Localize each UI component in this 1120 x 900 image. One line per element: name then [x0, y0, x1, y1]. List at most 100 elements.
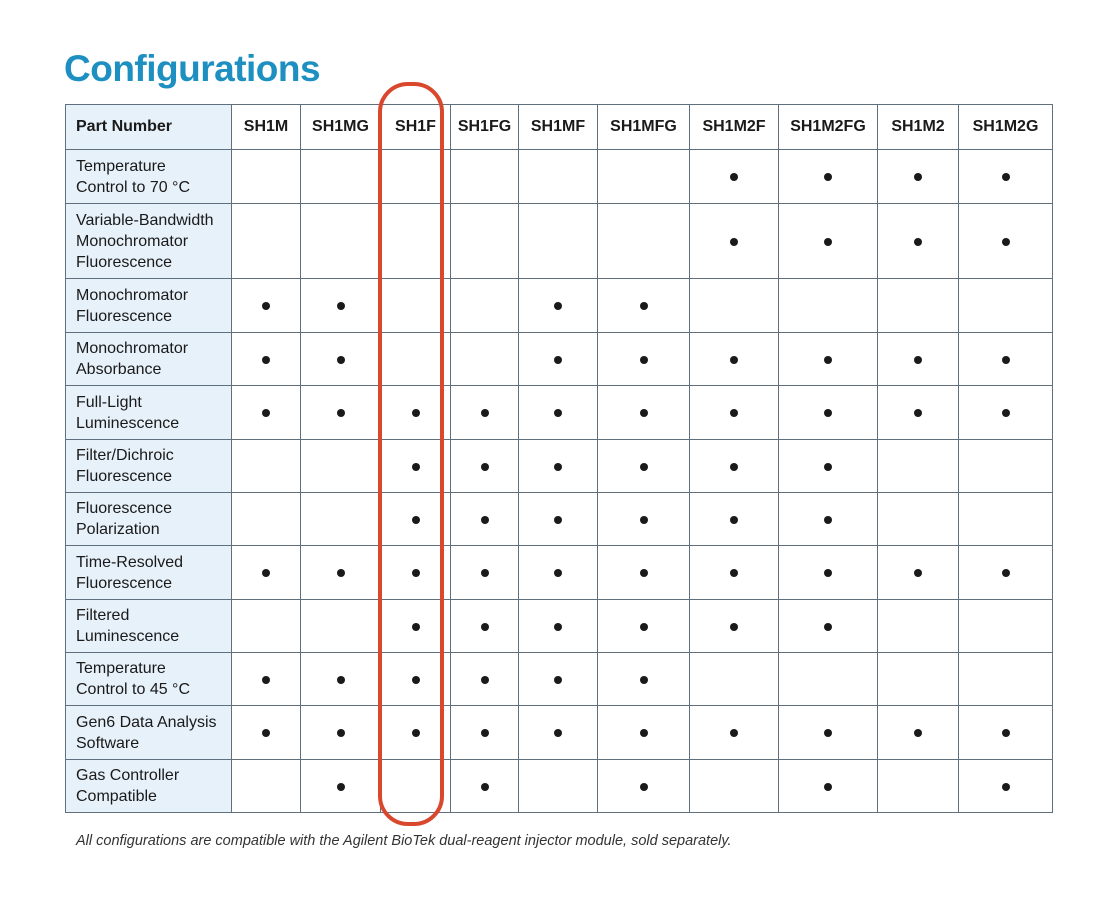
feature-cell-sh1m2f	[689, 203, 779, 279]
included-dot-icon	[262, 409, 270, 417]
feature-label: Temperature Control to 45 °C	[65, 652, 232, 706]
table-row: Filtered Luminescence	[65, 599, 1053, 653]
included-dot-icon	[914, 355, 922, 364]
feature-cell-sh1mf	[518, 705, 598, 760]
feature-cell-sh1m2fg	[778, 278, 878, 333]
feature-cell-sh1m	[231, 492, 301, 546]
feature-cell-sh1mg	[300, 652, 381, 706]
feature-cell-sh1m	[231, 278, 301, 333]
feature-cell-sh1f	[380, 599, 451, 653]
feature-cell-sh1m2f	[689, 705, 779, 760]
included-dot-icon	[411, 409, 420, 417]
feature-cell-sh1f	[380, 759, 451, 813]
included-dot-icon	[480, 622, 489, 631]
feature-label-line: Luminescence	[76, 414, 180, 432]
feature-cell-sh1fg	[450, 385, 519, 440]
included-dot-icon	[480, 675, 489, 684]
included-dot-icon	[639, 622, 648, 631]
feature-label-line: Luminescence	[76, 628, 180, 645]
included-dot-icon	[336, 355, 345, 364]
included-dot-icon	[554, 302, 562, 310]
column-header-sh1m2fg: SH1M2FG	[778, 104, 878, 150]
column-header-sh1mfg: SH1MFG	[597, 104, 690, 150]
feature-label: Temperature Control to 70 °C	[65, 149, 232, 204]
included-dot-icon	[914, 729, 922, 737]
feature-cell-sh1mg	[300, 439, 381, 493]
feature-label-line: Gas Controller	[76, 767, 180, 784]
feature-cell-sh1mf	[518, 599, 598, 653]
feature-label: Monochromator Fluorescence	[65, 278, 232, 333]
feature-cell-sh1m2g	[958, 705, 1053, 760]
feature-cell-sh1fg	[450, 705, 519, 760]
included-dot-icon	[554, 675, 562, 684]
feature-cell-sh1m2f	[689, 599, 779, 653]
feature-cell-sh1m2f	[689, 149, 779, 204]
feature-cell-sh1m	[231, 149, 301, 204]
feature-cell-sh1m2f	[689, 332, 779, 386]
feature-label-line: Variable-Bandwidth	[76, 211, 214, 229]
feature-cell-sh1mfg	[597, 203, 690, 279]
feature-cell-sh1fg	[450, 332, 519, 386]
feature-label-line: Software	[76, 734, 140, 752]
feature-cell-sh1mg	[300, 332, 381, 386]
included-dot-icon	[262, 569, 270, 577]
feature-cell-sh1m	[231, 545, 301, 600]
feature-cell-sh1m2g	[958, 545, 1053, 600]
feature-cell-sh1m2f	[689, 492, 779, 546]
feature-label: Variable-Bandwidth Monochromator Fluoresce…	[65, 203, 232, 279]
table-row: Variable-Bandwidth Monochromator Fluoresce…	[65, 203, 1053, 279]
included-dot-icon	[824, 173, 832, 181]
included-dot-icon	[336, 782, 345, 791]
table-header-row: Part Number SH1M SH1MG SH1F SH1FG SH1MF SH1MF…	[65, 104, 1053, 150]
feature-cell-sh1mg	[300, 759, 381, 813]
included-dot-icon	[411, 622, 420, 631]
feature-cell-sh1m	[231, 652, 301, 706]
feature-label-line: Monochromator	[76, 340, 189, 357]
table-row: Gen6 Data Analysis Software	[65, 705, 1053, 760]
feature-label-line: Compatible	[76, 788, 157, 805]
feature-cell-sh1fg	[450, 278, 519, 333]
included-dot-icon	[554, 729, 562, 737]
included-dot-icon	[480, 782, 489, 791]
feature-cell-sh1m2g	[958, 203, 1053, 279]
feature-label: Gen6 Data Analysis Software	[65, 705, 232, 760]
feature-cell-sh1m2f	[689, 278, 779, 333]
feature-cell-sh1mg	[300, 203, 381, 279]
feature-cell-sh1m2	[877, 705, 959, 760]
included-dot-icon	[730, 569, 738, 577]
feature-cell-sh1fg	[450, 545, 519, 600]
feature-cell-sh1mfg	[597, 599, 690, 653]
feature-cell-sh1mg	[300, 149, 381, 204]
feature-cell-sh1f	[380, 439, 451, 493]
feature-cell-sh1m2f	[689, 759, 779, 813]
feature-cell-sh1m	[231, 759, 301, 813]
feature-cell-sh1f	[380, 492, 451, 546]
feature-cell-sh1mfg	[597, 652, 690, 706]
feature-cell-sh1mf	[518, 439, 598, 493]
included-dot-icon	[554, 515, 562, 524]
included-dot-icon	[1001, 355, 1010, 364]
table-row: Gas Controller Compatible	[65, 759, 1053, 813]
feature-label-line: Time-Resolved	[76, 553, 183, 571]
included-dot-icon	[480, 569, 489, 577]
feature-cell-sh1m2	[877, 759, 959, 813]
feature-cell-sh1m2	[877, 149, 959, 204]
feature-label-line: Temperature	[76, 157, 166, 175]
included-dot-icon	[824, 782, 832, 791]
feature-label-line: Gen6 Data Analysis	[76, 713, 217, 731]
included-dot-icon	[730, 729, 738, 737]
column-header-sh1m: SH1M	[231, 104, 301, 150]
feature-label-line: Monochromator	[76, 286, 189, 304]
feature-cell-sh1m2	[877, 545, 959, 600]
feature-cell-sh1mfg	[597, 545, 690, 600]
feature-cell-sh1m	[231, 439, 301, 493]
included-dot-icon	[411, 515, 420, 524]
feature-cell-sh1mf	[518, 385, 598, 440]
included-dot-icon	[639, 515, 648, 524]
feature-cell-sh1f	[380, 149, 451, 204]
included-dot-icon	[411, 569, 420, 577]
included-dot-icon	[480, 515, 489, 524]
included-dot-icon	[262, 355, 270, 364]
included-dot-icon	[336, 675, 345, 684]
